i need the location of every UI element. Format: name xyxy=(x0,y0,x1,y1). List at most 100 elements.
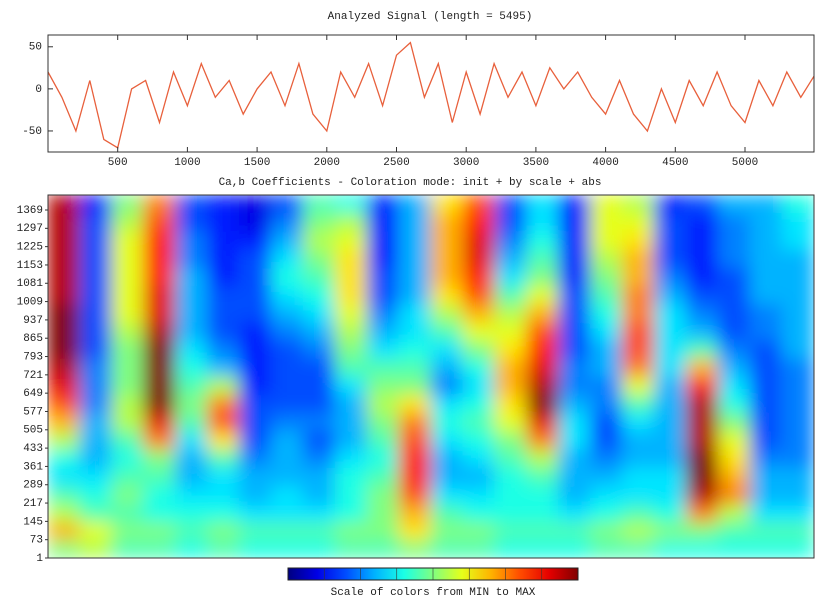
heatmap-cell xyxy=(653,448,687,468)
y-tick-label: 1153 xyxy=(17,260,43,272)
heatmap-cell xyxy=(79,230,113,250)
heatmap-cell xyxy=(48,357,81,377)
heatmap-cell xyxy=(175,357,209,377)
heatmap-cell xyxy=(175,521,209,541)
heatmap-cell xyxy=(558,484,592,504)
heatmap-cell xyxy=(590,195,624,214)
heatmap-cell xyxy=(717,502,751,523)
heatmap-cell xyxy=(749,484,783,504)
heatmap-cell xyxy=(398,521,432,541)
heatmap-cell xyxy=(717,484,751,504)
heatmap-cell xyxy=(558,266,592,287)
heatmap-cell xyxy=(366,412,400,432)
heatmap-cell xyxy=(430,484,464,504)
heatmap-cell xyxy=(79,502,113,523)
heatmap-cell xyxy=(48,539,81,558)
heatmap-cell xyxy=(590,394,624,414)
heatmap-cell xyxy=(48,285,81,305)
heatmap-cell xyxy=(79,321,113,341)
heatmap-cell xyxy=(207,195,240,214)
heatmap-cell xyxy=(79,521,113,541)
heatmap-cell xyxy=(366,521,400,541)
heatmap-cell xyxy=(494,521,528,541)
heatmap-cell xyxy=(781,448,814,468)
heatmap-cell xyxy=(398,285,432,305)
heatmap-cell xyxy=(302,357,336,377)
heatmap-cell xyxy=(398,448,432,468)
heatmap-cell xyxy=(558,339,592,359)
heatmap-cell xyxy=(207,339,240,359)
heatmap-cell xyxy=(175,339,209,359)
heatmap-cell xyxy=(685,448,719,468)
heatmap-cell xyxy=(207,448,240,468)
heatmap-cell xyxy=(79,375,113,396)
heatmap-cell xyxy=(143,394,177,414)
heatmap-cell xyxy=(462,195,496,214)
heatmap-cell xyxy=(781,195,814,214)
heatmap-cell xyxy=(238,321,272,341)
heatmap-cell xyxy=(430,521,464,541)
heatmap-cell xyxy=(48,430,81,450)
heatmap-cell xyxy=(462,357,496,377)
heatmap-cell xyxy=(334,539,368,558)
heatmap-cell xyxy=(717,539,751,558)
heatmap-cell xyxy=(238,484,272,504)
heatmap-cell xyxy=(430,321,464,341)
heatmap-cell xyxy=(79,248,113,268)
heatmap-cell xyxy=(526,339,560,359)
heatmap-cell xyxy=(111,430,145,450)
heatmap-cell xyxy=(717,285,751,305)
heatmap-cell xyxy=(494,303,528,323)
heatmap-cell xyxy=(334,466,368,486)
heatmap-cell xyxy=(622,339,655,359)
heatmap-cell xyxy=(749,230,783,250)
heatmap-cell xyxy=(143,448,177,468)
heatmap-cell xyxy=(462,303,496,323)
heatmap-cell xyxy=(111,484,145,504)
heatmap-cell xyxy=(207,248,240,268)
heatmap-cell xyxy=(558,303,592,323)
heatmap-cell xyxy=(749,521,783,541)
heatmap-cell xyxy=(622,230,655,250)
heatmap-cell xyxy=(270,484,304,504)
heatmap-cell xyxy=(207,466,240,486)
heatmap-cell xyxy=(175,195,209,214)
heatmap-cell xyxy=(462,321,496,341)
heatmap-cell xyxy=(781,539,814,558)
heatmap-cell xyxy=(238,266,272,287)
heatmap-cell xyxy=(238,248,272,268)
heatmap-cell xyxy=(717,266,751,287)
heatmap-cell xyxy=(590,357,624,377)
heatmap-cell xyxy=(590,412,624,432)
heatmap-cell xyxy=(590,430,624,450)
heatmap-cell xyxy=(590,539,624,558)
heatmap-cell xyxy=(685,357,719,377)
heatmap-cell xyxy=(462,412,496,432)
heatmap-cell xyxy=(749,448,783,468)
heatmap-cell xyxy=(749,303,783,323)
heatmap-cell xyxy=(430,285,464,305)
heatmap-cell xyxy=(334,412,368,432)
heatmap-cell xyxy=(494,539,528,558)
heatmap-cell xyxy=(111,466,145,486)
heatmap-cell xyxy=(685,375,719,396)
heatmap-cell xyxy=(590,339,624,359)
heatmap-cell xyxy=(526,466,560,486)
heatmap-cell xyxy=(653,521,687,541)
heatmap-cell xyxy=(302,466,336,486)
heatmap-cell xyxy=(398,195,432,214)
heatmap-cell xyxy=(366,375,400,396)
heatmap-cell xyxy=(302,430,336,450)
heatmap-cell xyxy=(558,375,592,396)
heatmap-cell xyxy=(79,412,113,432)
heatmap-cell xyxy=(749,285,783,305)
heatmap-cell xyxy=(622,412,655,432)
heatmap-cell xyxy=(366,230,400,250)
heatmap-cell xyxy=(653,230,687,250)
heatmap-cell xyxy=(590,502,624,523)
heatmap-cell xyxy=(781,339,814,359)
heatmap-cell xyxy=(622,195,655,214)
heatmap-cell xyxy=(270,448,304,468)
heatmap-cell xyxy=(302,339,336,359)
heatmap-cell xyxy=(781,303,814,323)
